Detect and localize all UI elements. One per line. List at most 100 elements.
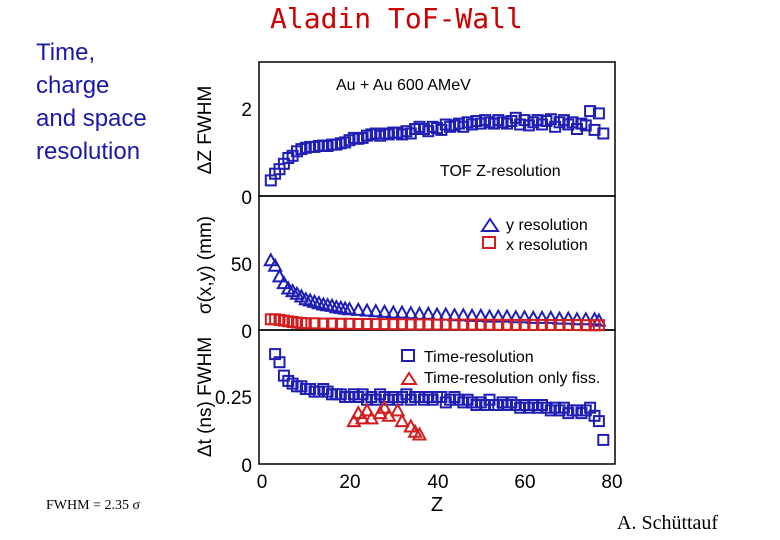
xtick-60: 60 (514, 472, 535, 493)
legend-bottom: Time-resolution Time-resolution only fis… (400, 349, 600, 387)
middle-square-point (378, 318, 391, 331)
bottom-triangle-point (403, 418, 419, 433)
middle-square-point (326, 317, 338, 330)
side-caption-line-4: resolution (36, 138, 141, 165)
middle-square-point (343, 317, 356, 330)
middle-triangle-point (543, 309, 559, 324)
xtick-0: 0 (257, 472, 268, 493)
middle-triangle-point (569, 311, 585, 326)
middle-triangle-point (368, 303, 384, 318)
middle-triangle-point (490, 308, 506, 323)
middle-square-point (387, 318, 400, 331)
middle-square-point (308, 317, 321, 330)
middle-square-point (483, 318, 496, 331)
middle-triangle-point (516, 309, 533, 324)
middle-square-point (553, 319, 566, 331)
ytick-middle-50: 50 (231, 255, 252, 276)
annotation-reaction: Au + Au 600 AMeV (336, 77, 471, 94)
ylabel-middle: σ(x,y) (mm) (195, 216, 216, 314)
middle-square-point (334, 317, 347, 330)
middle-square-point (448, 318, 461, 331)
fwhm-footnote: FWHM = 2.35 σ (46, 498, 141, 513)
data-marks (263, 105, 610, 446)
middle-square-point (317, 317, 330, 330)
top-square-point (597, 127, 610, 140)
middle-triangle-point (481, 308, 498, 323)
xlabel: Z (431, 494, 443, 516)
ylabel-top: ΔZ FWHM (195, 86, 216, 175)
middle-triangle-point (560, 310, 576, 325)
middle-square-point (509, 318, 522, 331)
bottom-triangle-point (394, 413, 410, 428)
middle-square-point (431, 318, 443, 331)
middle-square-point (439, 318, 452, 331)
side-caption-line-1: Time, (36, 39, 96, 66)
legend-y-resolution-marker (480, 217, 500, 232)
ylabel-bottom: Δt (ns) FWHM (195, 337, 216, 457)
middle-triangle-point (525, 309, 541, 324)
ytick-top-2: 2 (241, 100, 252, 121)
middle-triangle-point (551, 310, 568, 325)
bottom-triangle-point (346, 413, 362, 428)
middle-square-point (562, 319, 575, 331)
middle-square-point (396, 318, 408, 331)
middle-triangle-point (534, 309, 550, 324)
xtick-20: 20 (339, 472, 360, 493)
side-caption-line-3: and space (36, 105, 147, 132)
legend-x-resolution-marker (482, 236, 496, 249)
middle-triangle-point (508, 309, 524, 324)
middle-square-point (518, 318, 531, 331)
legend-fission-marker (400, 371, 418, 385)
ytick-top-0: 0 (241, 188, 252, 209)
middle-triangle-point (263, 252, 279, 267)
legend-time-resolution-marker (401, 349, 415, 362)
bottom-square-point (273, 356, 286, 369)
xtick-40: 40 (427, 472, 448, 493)
middle-square-point (544, 319, 557, 331)
side-caption-line-2: charge (36, 72, 110, 99)
middle-square-point (404, 318, 417, 331)
top-square-point (584, 105, 597, 118)
top-square-point (592, 107, 605, 120)
middle-square-point (527, 318, 540, 331)
middle-square-point (571, 319, 583, 331)
legend-x-resolution-label: x resolution (506, 237, 588, 254)
middle-square-point (466, 318, 478, 331)
middle-square-point (457, 318, 470, 331)
middle-square-point (536, 318, 548, 331)
bottom-triangle-point (354, 410, 371, 425)
bottom-triangle-point (389, 402, 406, 417)
middle-triangle-point (350, 301, 366, 316)
middle-square-point (369, 318, 382, 331)
middle-triangle-point (473, 307, 489, 322)
middle-triangle-point (394, 304, 410, 319)
middle-square-point (352, 318, 365, 330)
middle-triangle-point (403, 305, 419, 320)
bottom-triangle-point (411, 426, 428, 441)
bottom-triangle-point (350, 405, 366, 420)
middle-square-point (579, 319, 592, 332)
middle-triangle-point (464, 307, 480, 322)
top-square-point (588, 123, 601, 136)
bottom-triangle-point (376, 399, 393, 414)
bottom-triangle-point (359, 402, 375, 417)
ytick-bottom-0: 0 (241, 456, 252, 477)
ytick-bottom-025: 0.25 (215, 388, 252, 409)
legend-y-resolution-label: y resolution (506, 217, 588, 234)
middle-triangle-point (376, 303, 393, 318)
middle-square-point (474, 318, 487, 331)
middle-triangle-point (385, 304, 401, 319)
middle-square-point (501, 318, 513, 331)
middle-square-point (492, 318, 505, 331)
middle-square-point (299, 317, 312, 330)
annotation-tof-z: TOF Z-resolution (440, 163, 561, 180)
middle-triangle-point (578, 311, 594, 326)
middle-triangle-point (359, 302, 375, 317)
middle-triangle-point (341, 301, 358, 316)
middle-square-point (592, 319, 605, 332)
slide-title: Aladin ToF-Wall (270, 2, 523, 35)
legend-time-resolution-label: Time-resolution (424, 349, 534, 366)
middle-square-point (422, 318, 435, 331)
legend-middle: y resolution x resolution (480, 217, 588, 254)
